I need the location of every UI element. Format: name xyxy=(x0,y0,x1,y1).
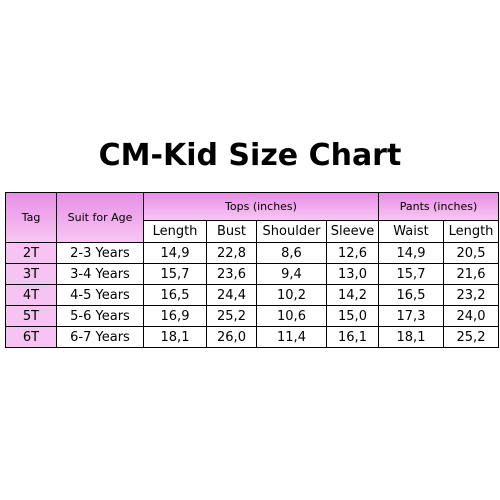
subheader: Shoulder xyxy=(256,220,327,243)
table-cell: 17,3 xyxy=(378,305,444,327)
subheader: Sleeve xyxy=(326,220,379,243)
table-cell: 18,1 xyxy=(143,326,207,348)
table-cell: 22,8 xyxy=(206,242,257,264)
table-cell: 14,9 xyxy=(378,242,444,264)
subheader: Waist xyxy=(378,220,444,243)
size-tag: 4T xyxy=(5,284,57,306)
table-cell: 12,6 xyxy=(326,242,379,264)
table-cell: 14,2 xyxy=(326,284,379,306)
table-cell: 5-6 Years xyxy=(56,305,144,327)
table-cell: 10,2 xyxy=(256,284,327,306)
table-cell: 18,1 xyxy=(378,326,444,348)
table-cell: 16,5 xyxy=(378,284,444,306)
table-cell: 6-7 Years xyxy=(56,326,144,348)
table-cell: 3-4 Years xyxy=(56,263,144,285)
table-cell: 25,2 xyxy=(206,305,257,327)
tops-header: Tops (inches) xyxy=(143,192,379,221)
table-cell: 16,1 xyxy=(326,326,379,348)
table-cell: 23,2 xyxy=(443,284,499,306)
table-cell: 26,0 xyxy=(206,326,257,348)
tag-header: Tag xyxy=(5,192,57,243)
table-cell: 9,4 xyxy=(256,263,327,285)
size-tag: 5T xyxy=(5,305,57,327)
table-cell: 2-3 Years xyxy=(56,242,144,264)
size-tag: 6T xyxy=(5,326,57,348)
table-cell: 13,0 xyxy=(326,263,379,285)
table-cell: 24,4 xyxy=(206,284,257,306)
title: CM-Kid Size Chart xyxy=(98,138,402,173)
table-cell: 11,4 xyxy=(256,326,327,348)
table-cell: 4-5 Years xyxy=(56,284,144,306)
size-tag: 2T xyxy=(5,242,57,264)
subheader: Length xyxy=(443,220,499,243)
table-cell: 16,9 xyxy=(143,305,207,327)
table-cell: 15,7 xyxy=(143,263,207,285)
table-cell: 10,6 xyxy=(256,305,327,327)
subheader: Length xyxy=(143,220,207,243)
table-cell: 14,9 xyxy=(143,242,207,264)
table-cell: 25,2 xyxy=(443,326,499,348)
table-cell: 15,7 xyxy=(378,263,444,285)
table-cell: 23,6 xyxy=(206,263,257,285)
pants-header: Pants (inches) xyxy=(378,192,499,221)
table-cell: 20,5 xyxy=(443,242,499,264)
size-tag: 3T xyxy=(5,263,57,285)
suit-header: Suit for Age xyxy=(56,192,144,243)
subheader: Bust xyxy=(206,220,257,243)
table-cell: 8,6 xyxy=(256,242,327,264)
table-cell: 21,6 xyxy=(443,263,499,285)
table-cell: 15,0 xyxy=(326,305,379,327)
table-cell: 24,0 xyxy=(443,305,499,327)
table-cell: 16,5 xyxy=(143,284,207,306)
